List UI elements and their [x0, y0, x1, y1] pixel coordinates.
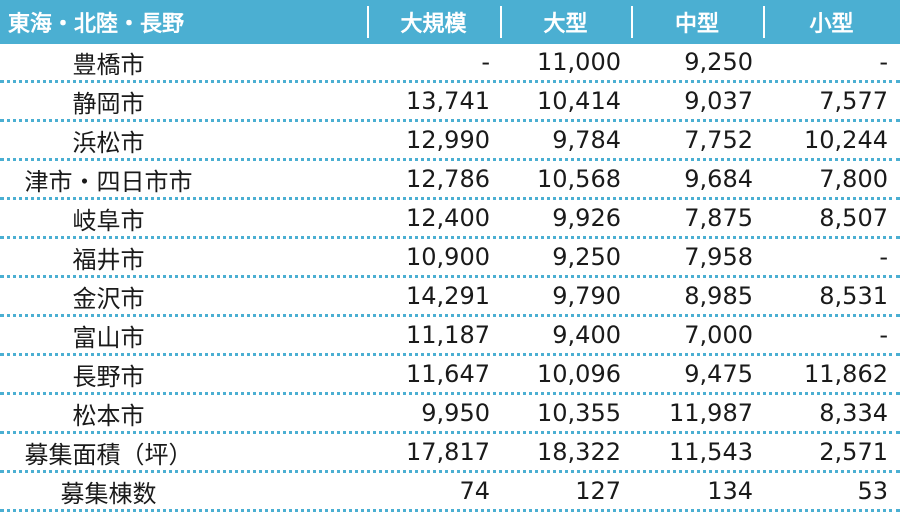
row-label: 津市・四日市市 — [24, 167, 193, 196]
value-small: 53 — [857, 477, 888, 505]
value-large-scale: 12,400 — [406, 204, 490, 232]
value-medium: 134 — [707, 477, 753, 505]
value-large-scale: 11,647 — [406, 360, 490, 388]
value-medium: 7,958 — [684, 243, 753, 271]
table-row: 福井市 10,900 9,250 7,958 - — [0, 239, 900, 278]
header-region: 東海・北陸・長野 — [8, 12, 185, 37]
value-large: 9,250 — [552, 243, 621, 271]
row-label: 募集棟数 — [60, 479, 157, 508]
value-large-scale: 74 — [459, 477, 490, 505]
value-medium: 11,987 — [669, 399, 753, 427]
table-row-building-count: 募集棟数 74 127 134 53 — [0, 473, 900, 512]
table-row: 津市・四日市市 12,786 10,568 9,684 7,800 — [0, 161, 900, 200]
value-medium: 9,037 — [684, 87, 753, 115]
row-label: 松本市 — [72, 401, 145, 430]
row-label: 募集面積（坪） — [24, 440, 193, 469]
value-large-scale: 12,786 — [406, 165, 490, 193]
value-small: 10,244 — [804, 126, 888, 154]
value-medium: 7,000 — [684, 321, 753, 349]
value-small: 8,531 — [819, 282, 888, 310]
table-row: 浜松市 12,990 9,784 7,752 10,244 — [0, 122, 900, 161]
table-row: 静岡市 13,741 10,414 9,037 7,577 — [0, 83, 900, 122]
value-large: 10,096 — [537, 360, 621, 388]
value-large: 9,400 — [552, 321, 621, 349]
value-large-scale: - — [481, 48, 490, 76]
value-large: 9,926 — [552, 204, 621, 232]
table-row: 岐阜市 12,400 9,926 7,875 8,507 — [0, 200, 900, 239]
table-row: 富山市 11,187 9,400 7,000 - — [0, 317, 900, 356]
value-large-scale: 11,187 — [406, 321, 490, 349]
value-medium: 9,250 — [684, 48, 753, 76]
value-small: 11,862 — [804, 360, 888, 388]
value-large: 10,568 — [537, 165, 621, 193]
header-medium: 中型 — [631, 0, 763, 44]
table-row: 豊橋市 - 11,000 9,250 - — [0, 44, 900, 83]
value-large-scale: 10,900 — [406, 243, 490, 271]
value-small: 7,800 — [819, 165, 888, 193]
table-row: 金沢市 14,291 9,790 8,985 8,531 — [0, 278, 900, 317]
value-large-scale: 9,950 — [421, 399, 490, 427]
value-small: - — [879, 243, 888, 271]
row-label: 金沢市 — [72, 284, 145, 313]
value-large-scale: 17,817 — [406, 438, 490, 466]
value-large: 9,784 — [552, 126, 621, 154]
value-large: 18,322 — [537, 438, 621, 466]
row-label: 福井市 — [72, 245, 145, 274]
row-label: 浜松市 — [72, 128, 145, 157]
table-row: 松本市 9,950 10,355 11,987 8,334 — [0, 395, 900, 434]
value-large: 11,000 — [537, 48, 621, 76]
value-small: 8,507 — [819, 204, 888, 232]
value-large: 10,414 — [537, 87, 621, 115]
value-small: - — [879, 48, 888, 76]
row-label: 岐阜市 — [72, 206, 145, 235]
table-row: 長野市 11,647 10,096 9,475 11,862 — [0, 356, 900, 395]
value-medium: 7,752 — [684, 126, 753, 154]
header-large-scale: 大規模 — [367, 0, 500, 44]
value-small: - — [879, 321, 888, 349]
value-small: 2,571 — [819, 438, 888, 466]
header-large: 大型 — [500, 0, 631, 44]
value-large: 9,790 — [552, 282, 621, 310]
value-medium: 11,543 — [669, 438, 753, 466]
value-large: 127 — [575, 477, 621, 505]
header-small: 小型 — [763, 0, 900, 44]
row-label: 豊橋市 — [72, 50, 145, 79]
value-medium: 7,875 — [684, 204, 753, 232]
value-medium: 9,475 — [684, 360, 753, 388]
value-large-scale: 14,291 — [406, 282, 490, 310]
value-large-scale: 13,741 — [406, 87, 490, 115]
table-row-total-area: 募集面積（坪） 17,817 18,322 11,543 2,571 — [0, 434, 900, 473]
table-header: 東海・北陸・長野 大規模 大型 中型 小型 — [0, 0, 900, 44]
row-label: 富山市 — [72, 323, 145, 352]
value-medium: 8,985 — [684, 282, 753, 310]
value-small: 8,334 — [819, 399, 888, 427]
value-small: 7,577 — [819, 87, 888, 115]
row-label: 長野市 — [72, 362, 145, 391]
row-label: 静岡市 — [72, 89, 145, 118]
value-medium: 9,684 — [684, 165, 753, 193]
value-large-scale: 12,990 — [406, 126, 490, 154]
value-large: 10,355 — [537, 399, 621, 427]
